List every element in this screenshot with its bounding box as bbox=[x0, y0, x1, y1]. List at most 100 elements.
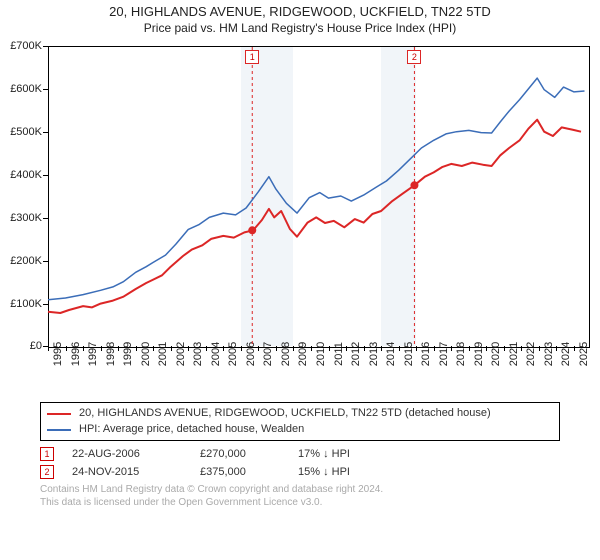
x-axis-label: 2018 bbox=[455, 342, 467, 366]
x-tick-mark bbox=[223, 346, 224, 351]
x-axis-label: 2016 bbox=[420, 342, 432, 366]
sale-delta: 17% ↓ HPI bbox=[298, 448, 398, 460]
shaded-band bbox=[241, 47, 294, 346]
legend: 20, HIGHLANDS AVENUE, RIDGEWOOD, UCKFIEL… bbox=[40, 402, 560, 441]
y-axis-label: £0 bbox=[0, 340, 42, 352]
x-axis-label: 2017 bbox=[438, 342, 450, 366]
x-axis-label: 2001 bbox=[157, 342, 169, 366]
x-axis-label: 1995 bbox=[52, 342, 64, 366]
x-axis-label: 1997 bbox=[87, 342, 99, 366]
x-axis-label: 2002 bbox=[175, 342, 187, 366]
y-tick-mark bbox=[43, 218, 48, 219]
sale-date: 24-NOV-2015 bbox=[72, 466, 182, 478]
x-axis-label: 2020 bbox=[490, 342, 502, 366]
x-axis-label: 2013 bbox=[368, 342, 380, 366]
x-axis-label: 1996 bbox=[70, 342, 82, 366]
x-axis-label: 2015 bbox=[403, 342, 415, 366]
x-tick-mark bbox=[101, 346, 102, 351]
sale-price: £270,000 bbox=[200, 448, 280, 460]
x-tick-mark bbox=[451, 346, 452, 351]
legend-label-hpi: HPI: Average price, detached house, Weal… bbox=[79, 422, 304, 437]
x-axis-label: 2008 bbox=[280, 342, 292, 366]
x-axis-label: 2012 bbox=[350, 342, 362, 366]
title-main: 20, HIGHLANDS AVENUE, RIDGEWOOD, UCKFIEL… bbox=[0, 4, 600, 21]
x-tick-mark bbox=[574, 346, 575, 351]
x-axis-label: 2003 bbox=[192, 342, 204, 366]
y-axis-label: £300K bbox=[0, 212, 42, 224]
sale-marker-box: 1 bbox=[245, 50, 259, 64]
x-axis-label: 2004 bbox=[210, 342, 222, 366]
sale-price: £375,000 bbox=[200, 466, 280, 478]
x-tick-mark bbox=[293, 346, 294, 351]
sale-marker-icon: 2 bbox=[40, 465, 54, 479]
x-tick-mark bbox=[153, 346, 154, 351]
x-tick-mark bbox=[206, 346, 207, 351]
x-axis-label: 2009 bbox=[297, 342, 309, 366]
x-tick-mark bbox=[171, 346, 172, 351]
x-tick-mark bbox=[48, 346, 49, 351]
sale-date: 22-AUG-2006 bbox=[72, 448, 182, 460]
x-tick-mark bbox=[416, 346, 417, 351]
x-axis-label: 2014 bbox=[385, 342, 397, 366]
shaded-band bbox=[381, 47, 416, 346]
x-tick-mark bbox=[346, 346, 347, 351]
x-tick-mark bbox=[521, 346, 522, 351]
sales-table: 1 22-AUG-2006 £270,000 17% ↓ HPI 2 24-NO… bbox=[40, 445, 560, 481]
title-block: 20, HIGHLANDS AVENUE, RIDGEWOOD, UCKFIEL… bbox=[0, 0, 600, 36]
y-axis-label: £200K bbox=[0, 255, 42, 267]
y-axis-label: £700K bbox=[0, 40, 42, 52]
x-tick-mark bbox=[469, 346, 470, 351]
x-tick-mark bbox=[66, 346, 67, 351]
legend-swatch-subject bbox=[47, 413, 71, 415]
x-tick-mark bbox=[311, 346, 312, 351]
x-tick-mark bbox=[83, 346, 84, 351]
y-tick-mark bbox=[43, 304, 48, 305]
x-axis-label: 2006 bbox=[245, 342, 257, 366]
x-axis-label: 2007 bbox=[262, 342, 274, 366]
x-axis-label: 2000 bbox=[140, 342, 152, 366]
x-axis-label: 2022 bbox=[525, 342, 537, 366]
legend-row: HPI: Average price, detached house, Weal… bbox=[47, 422, 553, 437]
x-tick-mark bbox=[364, 346, 365, 351]
sale-row: 2 24-NOV-2015 £375,000 15% ↓ HPI bbox=[40, 463, 560, 481]
footer-line: Contains HM Land Registry data © Crown c… bbox=[40, 483, 560, 496]
x-tick-mark bbox=[188, 346, 189, 351]
y-axis-label: £100K bbox=[0, 298, 42, 310]
x-axis-label: 2024 bbox=[560, 342, 572, 366]
x-tick-mark bbox=[276, 346, 277, 351]
y-axis-label: £500K bbox=[0, 126, 42, 138]
footer-line: This data is licensed under the Open Gov… bbox=[40, 496, 560, 509]
x-axis-label: 2023 bbox=[543, 342, 555, 366]
sale-marker-icon: 1 bbox=[40, 447, 54, 461]
legend-swatch-hpi bbox=[47, 429, 71, 431]
x-axis-label: 2021 bbox=[508, 342, 520, 366]
title-sub: Price paid vs. HM Land Registry's House … bbox=[0, 21, 600, 37]
y-tick-mark bbox=[43, 175, 48, 176]
y-axis-label: £600K bbox=[0, 83, 42, 95]
x-tick-mark bbox=[434, 346, 435, 351]
x-tick-mark bbox=[504, 346, 505, 351]
x-tick-mark bbox=[486, 346, 487, 351]
sale-delta: 15% ↓ HPI bbox=[298, 466, 398, 478]
price-chart: £0£100K£200K£300K£400K£500K£600K£700K199… bbox=[0, 36, 600, 396]
y-tick-mark bbox=[43, 89, 48, 90]
x-tick-mark bbox=[556, 346, 557, 351]
x-tick-mark bbox=[241, 346, 242, 351]
x-tick-mark bbox=[118, 346, 119, 351]
x-tick-mark bbox=[258, 346, 259, 351]
x-tick-mark bbox=[539, 346, 540, 351]
sale-marker-box: 2 bbox=[407, 50, 421, 64]
x-axis-label: 2011 bbox=[333, 343, 345, 367]
x-tick-mark bbox=[381, 346, 382, 351]
plot-area bbox=[48, 46, 590, 348]
y-tick-mark bbox=[43, 46, 48, 47]
legend-row: 20, HIGHLANDS AVENUE, RIDGEWOOD, UCKFIEL… bbox=[47, 406, 553, 421]
y-tick-mark bbox=[43, 261, 48, 262]
footer: Contains HM Land Registry data © Crown c… bbox=[40, 483, 560, 509]
x-axis-label: 2005 bbox=[227, 342, 239, 366]
x-axis-label: 2010 bbox=[315, 342, 327, 366]
y-tick-mark bbox=[43, 132, 48, 133]
sale-row: 1 22-AUG-2006 £270,000 17% ↓ HPI bbox=[40, 445, 560, 463]
x-tick-mark bbox=[136, 346, 137, 351]
x-axis-label: 1999 bbox=[122, 342, 134, 366]
